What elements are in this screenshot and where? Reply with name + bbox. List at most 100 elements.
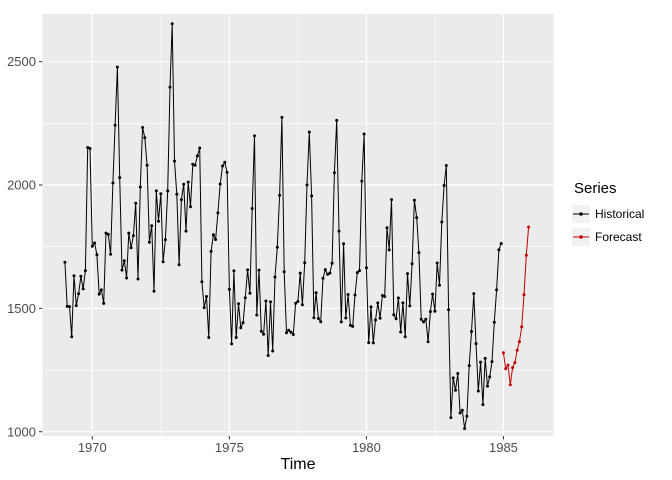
historical-point [127, 231, 131, 235]
historical-point [470, 330, 473, 333]
historical-point [154, 189, 158, 193]
forecast-point [508, 383, 512, 387]
forecast-point [504, 367, 508, 371]
legend: Series Historical Forecast [572, 180, 644, 251]
historical-point [74, 304, 78, 308]
historical-point [237, 302, 240, 306]
historical-point [486, 384, 489, 388]
historical-point [328, 271, 332, 275]
historical-point [77, 292, 81, 296]
historical-point [209, 249, 213, 253]
historical-point [369, 305, 373, 309]
historical-point [376, 301, 380, 305]
legend-label: Historical [595, 207, 645, 221]
historical-point [351, 324, 355, 328]
historical-point [460, 408, 464, 412]
historical-point [88, 147, 92, 150]
historical-point [264, 299, 268, 303]
historical-point [259, 329, 263, 333]
historical-point [248, 291, 252, 295]
historical-point [463, 427, 467, 430]
historical-point [285, 331, 288, 335]
historical-point [232, 269, 236, 273]
x-axis-tick-label: 1970 [78, 440, 107, 455]
historical-point [451, 376, 455, 380]
historical-point [282, 270, 286, 274]
historical-point [250, 207, 254, 210]
historical-point [189, 205, 192, 209]
historical-point [90, 244, 94, 248]
historical-point [97, 292, 101, 296]
historical-point [456, 372, 460, 375]
historical-point [120, 268, 124, 272]
forecast-point [513, 361, 517, 365]
historical-point [323, 268, 327, 272]
historical-point [170, 22, 174, 26]
legend-key-glyph-icon [573, 235, 589, 239]
historical-point [184, 229, 188, 233]
historical-point [113, 123, 117, 127]
historical-point [440, 220, 444, 224]
historical-point [93, 241, 97, 245]
historical-point [433, 309, 437, 313]
historical-point [200, 280, 204, 284]
historical-point [221, 164, 224, 168]
historical-point [344, 316, 348, 320]
historical-point [387, 248, 391, 252]
historical-point [125, 276, 129, 280]
historical-point [269, 300, 272, 304]
historical-point [307, 130, 311, 134]
historical-point [410, 262, 414, 266]
historical-point [147, 240, 151, 244]
historical-point [72, 274, 76, 278]
historical-point [227, 287, 231, 291]
historical-point [353, 293, 357, 297]
legend-label: Forecast [595, 230, 642, 244]
legend-key-glyph-icon [573, 212, 589, 216]
historical-point [316, 317, 320, 320]
historical-point [495, 288, 499, 292]
historical-point [310, 194, 314, 198]
historical-point [63, 260, 67, 264]
historical-point [378, 316, 382, 320]
historical-point [319, 320, 323, 324]
historical-point [358, 269, 361, 273]
historical-point [458, 411, 462, 415]
historical-point [337, 229, 341, 233]
y-axis-tick-label: 1000 [7, 424, 36, 439]
x-axis-tick-label: 1985 [489, 440, 518, 455]
historical-point [291, 333, 295, 336]
historical-point [408, 304, 412, 308]
historical-point [300, 303, 304, 307]
historical-point [275, 245, 279, 249]
historical-point [403, 335, 407, 339]
historical-point [136, 277, 140, 281]
historical-point [218, 182, 222, 186]
legend-key-point [579, 212, 583, 216]
y-axis-tick-label: 2500 [7, 54, 36, 69]
historical-point [428, 310, 432, 314]
historical-point [65, 304, 69, 308]
historical-point [335, 118, 339, 122]
historical-point [182, 182, 186, 186]
historical-point [342, 242, 346, 246]
historical-point [362, 132, 366, 136]
historical-point [152, 289, 156, 293]
historical-point [145, 163, 149, 167]
historical-point [321, 276, 325, 280]
historical-point [102, 301, 106, 305]
historical-point [202, 306, 206, 310]
historical-point [367, 341, 371, 345]
legend-item-forecast: Forecast [572, 228, 644, 246]
historical-point [483, 356, 487, 360]
x-axis-title: Time [281, 456, 316, 473]
legend-title: Series [574, 180, 617, 197]
historical-point [150, 224, 154, 228]
historical-point [191, 162, 195, 166]
historical-point [330, 261, 334, 265]
historical-point [70, 335, 74, 339]
historical-point [177, 263, 181, 267]
historical-point [195, 154, 199, 158]
historical-point [499, 242, 503, 245]
historical-point [168, 85, 172, 89]
